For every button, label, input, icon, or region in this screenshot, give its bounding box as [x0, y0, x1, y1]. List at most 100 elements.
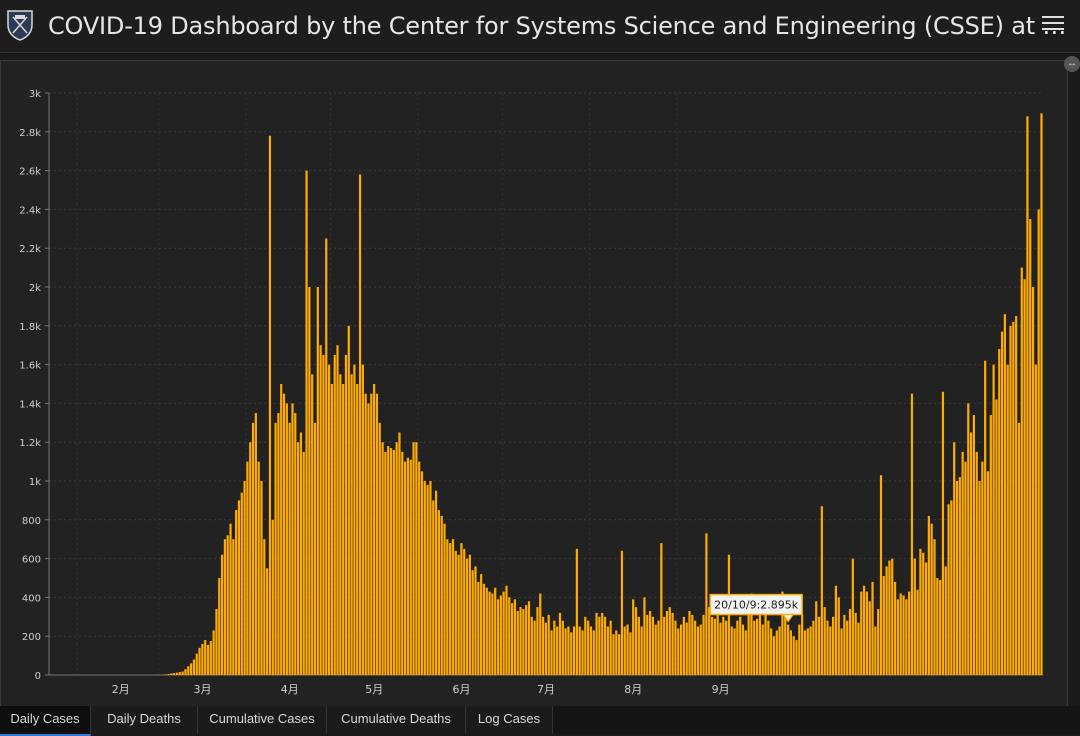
bar[interactable] — [863, 586, 865, 675]
bar[interactable] — [407, 458, 409, 675]
bar[interactable] — [342, 384, 344, 675]
bar[interactable] — [427, 485, 429, 675]
bar[interactable] — [711, 617, 713, 675]
bar[interactable] — [398, 433, 400, 676]
bar[interactable] — [880, 475, 882, 675]
bar[interactable] — [370, 394, 372, 675]
bar[interactable] — [269, 136, 271, 675]
bar[interactable] — [243, 481, 245, 675]
bar[interactable] — [784, 617, 786, 675]
bar[interactable] — [581, 630, 583, 675]
bar[interactable] — [587, 621, 589, 675]
bar[interactable] — [480, 574, 482, 675]
bar[interactable] — [486, 588, 488, 675]
bar[interactable] — [663, 617, 665, 675]
bar[interactable] — [396, 442, 398, 675]
bar[interactable] — [469, 555, 471, 675]
bar[interactable] — [305, 171, 307, 675]
bar[interactable] — [539, 594, 541, 675]
bar[interactable] — [567, 627, 569, 676]
bar[interactable] — [660, 543, 662, 675]
bar[interactable] — [776, 630, 778, 675]
bar[interactable] — [249, 442, 251, 675]
bar[interactable] — [266, 568, 268, 675]
bar[interactable] — [762, 625, 764, 675]
bar[interactable] — [328, 365, 330, 675]
bar[interactable] — [1012, 322, 1014, 675]
bar[interactable] — [376, 394, 378, 675]
bar[interactable] — [441, 516, 443, 675]
bar[interactable] — [519, 607, 521, 675]
bar[interactable] — [334, 355, 336, 675]
bar[interactable] — [381, 442, 383, 675]
bar[interactable] — [359, 174, 361, 675]
bar[interactable] — [970, 433, 972, 676]
bar[interactable] — [809, 627, 811, 676]
bar[interactable] — [198, 648, 200, 675]
bar[interactable] — [886, 566, 888, 675]
bar[interactable] — [821, 506, 823, 675]
bar[interactable] — [215, 609, 217, 675]
bar[interactable] — [641, 627, 643, 676]
bar[interactable] — [719, 623, 721, 675]
bar[interactable] — [308, 287, 310, 675]
bar[interactable] — [643, 597, 645, 675]
bar[interactable] — [229, 524, 231, 675]
bar[interactable] — [322, 355, 324, 675]
bar[interactable] — [869, 601, 871, 675]
bar[interactable] — [213, 630, 215, 675]
bar[interactable] — [824, 607, 826, 675]
bar[interactable] — [914, 559, 916, 675]
bar[interactable] — [503, 592, 505, 675]
bar[interactable] — [894, 582, 896, 675]
bar[interactable] — [331, 384, 333, 675]
bar[interactable] — [190, 663, 192, 675]
bar[interactable] — [263, 539, 265, 675]
bar[interactable] — [424, 481, 426, 675]
bar[interactable] — [931, 524, 933, 675]
bar[interactable] — [165, 674, 167, 675]
bar[interactable] — [852, 559, 854, 675]
bar[interactable] — [429, 481, 431, 675]
bar[interactable] — [883, 576, 885, 675]
bar[interactable] — [497, 599, 499, 675]
bar[interactable] — [548, 615, 550, 675]
bar[interactable] — [995, 400, 997, 675]
bar[interactable] — [182, 672, 184, 675]
bar[interactable] — [807, 628, 809, 675]
bar[interactable] — [1032, 287, 1034, 675]
bar[interactable] — [227, 535, 229, 675]
bar[interactable] — [759, 611, 761, 675]
bar[interactable] — [745, 630, 747, 675]
bar[interactable] — [170, 673, 172, 675]
bar[interactable] — [939, 580, 941, 675]
bar[interactable] — [683, 617, 685, 675]
bar[interactable] — [314, 423, 316, 675]
bar[interactable] — [891, 559, 893, 675]
bar[interactable] — [317, 287, 319, 675]
bar[interactable] — [272, 520, 274, 675]
bar[interactable] — [353, 365, 355, 675]
tab-daily-cases[interactable]: Daily Cases — [0, 706, 91, 736]
bar[interactable] — [1015, 316, 1017, 675]
bar[interactable] — [804, 630, 806, 675]
bar[interactable] — [573, 627, 575, 676]
bar[interactable] — [871, 582, 873, 675]
bar[interactable] — [500, 595, 502, 675]
bar[interactable] — [356, 384, 358, 675]
bar[interactable] — [562, 621, 564, 675]
bar[interactable] — [474, 566, 476, 675]
bar[interactable] — [888, 561, 890, 675]
bar[interactable] — [590, 627, 592, 676]
bar[interactable] — [528, 601, 530, 675]
bar[interactable] — [258, 462, 260, 675]
bar[interactable] — [629, 632, 631, 675]
bar[interactable] — [787, 625, 789, 675]
bar[interactable] — [336, 345, 338, 675]
bar[interactable] — [978, 481, 980, 675]
bar[interactable] — [722, 617, 724, 675]
bar[interactable] — [916, 590, 918, 675]
bar[interactable] — [517, 611, 519, 675]
bar[interactable] — [981, 462, 983, 675]
bar[interactable] — [672, 613, 674, 675]
